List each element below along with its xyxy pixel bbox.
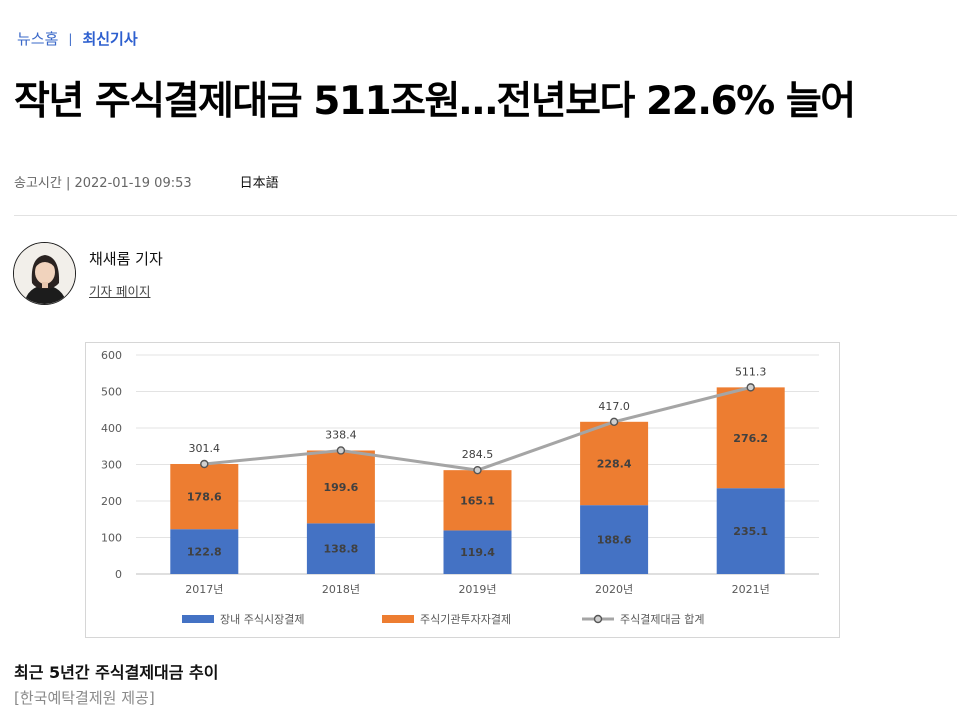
article-meta: 송고시간 | 2022-01-19 09:53 日本語 (14, 172, 279, 191)
bar-value-label: 188.6 (597, 534, 632, 547)
reporter-name: 채새롬 기자 (89, 250, 163, 268)
breadcrumb-current-link[interactable]: 최신기사 (82, 30, 138, 48)
total-value-label: 417.0 (598, 400, 630, 413)
breadcrumb-separator: | (68, 31, 73, 46)
x-tick-label: 2021년 (732, 583, 770, 596)
total-point (609, 417, 619, 426)
legend-label: 주식결제대금 합계 (620, 613, 704, 626)
bar-value-label: 276.2 (733, 432, 768, 445)
legend-label: 장내 주식시장결제 (220, 613, 304, 626)
article-headline: 작년 주식결제대금 511조원…전년보다 22.6% 늘어 (14, 79, 856, 124)
figure-caption: 최근 5년간 주식결제대금 추이 (14, 663, 219, 682)
legend-swatch (182, 615, 214, 623)
bar-value-label: 199.6 (324, 481, 359, 494)
bar-segment (170, 529, 239, 574)
bar-segment (306, 523, 375, 574)
bar-value-label: 138.8 (324, 543, 359, 556)
reporter-page-link[interactable]: 기자 페이지 (89, 284, 151, 299)
total-point (473, 465, 482, 475)
bar-value-label: 178.6 (187, 491, 222, 504)
total-value-label: 338.4 (325, 428, 357, 441)
bar-segment (170, 463, 239, 530)
x-tick-label: 2018년 (322, 583, 360, 596)
bar-value-label: 165.1 (460, 494, 495, 507)
bar-segment (716, 488, 785, 574)
legend-label: 주식기관투자자결제 (420, 613, 511, 626)
reporter-photo (14, 243, 75, 304)
bar-segment (443, 530, 512, 574)
y-tick-label: 100 (101, 532, 122, 545)
y-tick-label: 400 (101, 422, 122, 435)
total-value-label: 511.3 (735, 365, 767, 378)
bar-segment (580, 505, 649, 574)
total-value-label: 284.5 (462, 448, 494, 461)
total-point (336, 446, 346, 455)
bar-segment (716, 387, 785, 489)
breadcrumb: 뉴스홈 | 최신기사 (17, 28, 138, 49)
total-point (746, 383, 755, 392)
x-tick-label: 2020년 (595, 583, 633, 596)
legend-line-marker (593, 614, 603, 624)
y-tick-label: 200 (101, 495, 122, 508)
figure-credit: [한국예탁결제원 제공] (14, 689, 155, 707)
chart-figure: 0 100 200 300 400 500 600 122.8 178.6 2017년 138.8 1… (85, 342, 840, 638)
sent-time: 송고시간 | 2022-01-19 09:53 (14, 176, 192, 191)
bar-value-label: 122.8 (187, 546, 222, 559)
header-divider (14, 215, 957, 216)
x-tick-label: 2017년 (185, 583, 223, 596)
reporter-avatar[interactable] (13, 242, 76, 305)
bar-segment (443, 470, 512, 531)
settlement-chart: 0 100 200 300 400 500 600 122.8 178.6 2017년 138.8 1… (101, 349, 819, 626)
y-tick-label: 500 (101, 386, 122, 399)
bar-segment (306, 450, 375, 524)
bar-segment (580, 421, 649, 506)
language-link[interactable]: 日本語 (239, 176, 279, 191)
total-point (200, 459, 209, 469)
bar-value-label: 235.1 (733, 525, 768, 538)
total-value-label: 301.4 (189, 442, 221, 455)
bar-value-label: 228.4 (597, 457, 632, 470)
breadcrumb-home-link[interactable]: 뉴스홈 (17, 30, 59, 48)
y-tick-label: 300 (101, 459, 122, 472)
x-tick-label: 2019년 (458, 583, 496, 596)
bar-value-label: 119.4 (460, 546, 495, 559)
legend-swatch (382, 615, 414, 623)
y-tick-label: 600 (101, 349, 122, 362)
y-tick-label: 0 (115, 568, 122, 581)
